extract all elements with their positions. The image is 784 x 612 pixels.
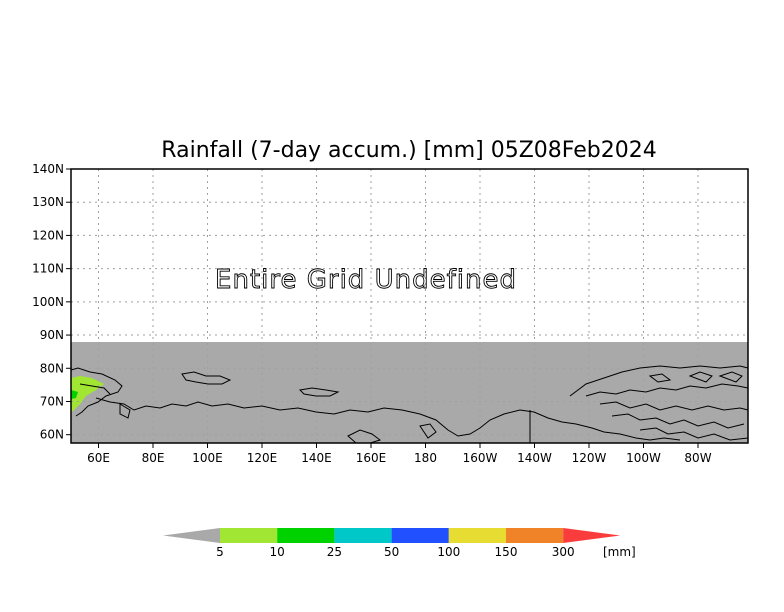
lon-tick-label: 160W: [463, 451, 498, 465]
lat-tick-label: 130N: [32, 195, 64, 209]
colorbar-tick-label: 100: [437, 545, 460, 559]
rainfall-patch: [71, 376, 104, 412]
lon-tick-label: 140E: [301, 451, 332, 465]
undefined-data-region: [71, 342, 748, 443]
lon-tick-label: 120E: [247, 451, 278, 465]
lat-tick-label: 90N: [40, 328, 64, 342]
longitude-axis: 60E 80E 100E 120E 140E 160E 180 160W 140W 120W 100…: [87, 443, 712, 465]
lon-tick-label: 120W: [572, 451, 607, 465]
colorbar-unit: [mm]: [603, 545, 636, 559]
colorbar-tick-label: 5: [216, 545, 224, 559]
colorbar-bin: [506, 528, 564, 543]
lon-tick-label: 80E: [142, 451, 165, 465]
colorbar-tick-label: 300: [552, 545, 575, 559]
lon-tick-label: 180: [414, 451, 437, 465]
lat-tick-label: 140N: [32, 162, 64, 176]
lat-tick-label: 100N: [32, 295, 64, 309]
colorbar-bin: [391, 528, 449, 543]
undefined-grid-message: Entire Grid Undefined: [215, 265, 517, 295]
lat-tick-label: 110N: [32, 262, 64, 276]
colorbar-bin: [220, 528, 278, 543]
lat-tick-label: 120N: [32, 228, 64, 242]
lon-tick-label: 60E: [87, 451, 110, 465]
colorbar-tick-label: 25: [327, 545, 342, 559]
colorbar-tick-label: 150: [495, 545, 518, 559]
map-title: Rainfall (7-day accum.) [mm] 05Z08Feb202…: [161, 138, 656, 163]
plot-frame: [70, 168, 749, 444]
colorbar-bin: [448, 528, 506, 543]
lon-tick-label: 100E: [192, 451, 223, 465]
colorbar-tick-label: 10: [270, 545, 285, 559]
lat-tick-label: 70N: [40, 394, 64, 408]
coastline: [70, 365, 749, 444]
lon-tick-label: 140W: [517, 451, 552, 465]
lat-tick-label: 60N: [40, 428, 64, 442]
lon-tick-label: 80W: [684, 451, 711, 465]
colorbar: 5 10 25 50 100 150 300: [163, 528, 621, 559]
colorbar-bin: [334, 528, 392, 543]
colorbar-bin: [277, 528, 335, 543]
colorbar-bin-under: [163, 528, 220, 543]
lat-tick-label: 80N: [40, 361, 64, 375]
latitude-axis: 140N 130N 120N 110N 100N 90N 80N 70N 60N: [32, 162, 71, 442]
lon-tick-label: 100W: [626, 451, 661, 465]
lon-tick-label: 160E: [356, 451, 387, 465]
colorbar-tick-label: 50: [384, 545, 399, 559]
colorbar-bin-over: [563, 528, 621, 543]
